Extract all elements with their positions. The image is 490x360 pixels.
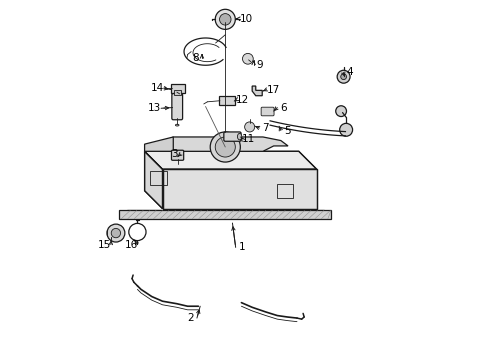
Circle shape xyxy=(340,123,353,136)
Circle shape xyxy=(337,70,350,83)
Text: 12: 12 xyxy=(236,95,249,105)
Polygon shape xyxy=(145,151,163,209)
Text: 2: 2 xyxy=(187,313,194,323)
Ellipse shape xyxy=(238,134,242,140)
Ellipse shape xyxy=(175,124,179,126)
FancyBboxPatch shape xyxy=(171,84,185,93)
Text: 15: 15 xyxy=(98,239,111,249)
FancyBboxPatch shape xyxy=(172,150,184,160)
Text: 14: 14 xyxy=(150,83,164,93)
Text: 4: 4 xyxy=(346,67,353,77)
Polygon shape xyxy=(145,137,173,151)
FancyBboxPatch shape xyxy=(219,96,235,105)
Text: 7: 7 xyxy=(263,123,269,133)
Text: 17: 17 xyxy=(267,85,280,95)
FancyBboxPatch shape xyxy=(261,107,274,116)
Text: 11: 11 xyxy=(242,134,255,144)
Circle shape xyxy=(215,137,235,157)
Text: 3: 3 xyxy=(171,149,177,159)
Circle shape xyxy=(111,228,121,238)
Polygon shape xyxy=(163,169,317,209)
Text: 13: 13 xyxy=(148,103,161,113)
Circle shape xyxy=(220,14,231,25)
FancyBboxPatch shape xyxy=(173,90,181,95)
Polygon shape xyxy=(163,137,288,151)
Circle shape xyxy=(210,132,240,162)
Text: 5: 5 xyxy=(284,126,291,135)
FancyBboxPatch shape xyxy=(172,94,183,120)
Circle shape xyxy=(243,53,253,64)
Circle shape xyxy=(215,9,235,30)
Circle shape xyxy=(336,106,346,117)
Text: 6: 6 xyxy=(280,103,287,113)
Text: 16: 16 xyxy=(124,239,138,249)
Circle shape xyxy=(107,224,125,242)
Text: 1: 1 xyxy=(239,242,245,252)
Polygon shape xyxy=(145,151,317,169)
Text: 10: 10 xyxy=(240,14,253,24)
Circle shape xyxy=(341,74,346,80)
Polygon shape xyxy=(126,211,324,218)
Polygon shape xyxy=(252,86,262,96)
FancyBboxPatch shape xyxy=(224,132,241,141)
Text: 8: 8 xyxy=(192,53,199,63)
Text: 9: 9 xyxy=(257,59,263,69)
Circle shape xyxy=(245,122,255,132)
Polygon shape xyxy=(120,211,331,220)
